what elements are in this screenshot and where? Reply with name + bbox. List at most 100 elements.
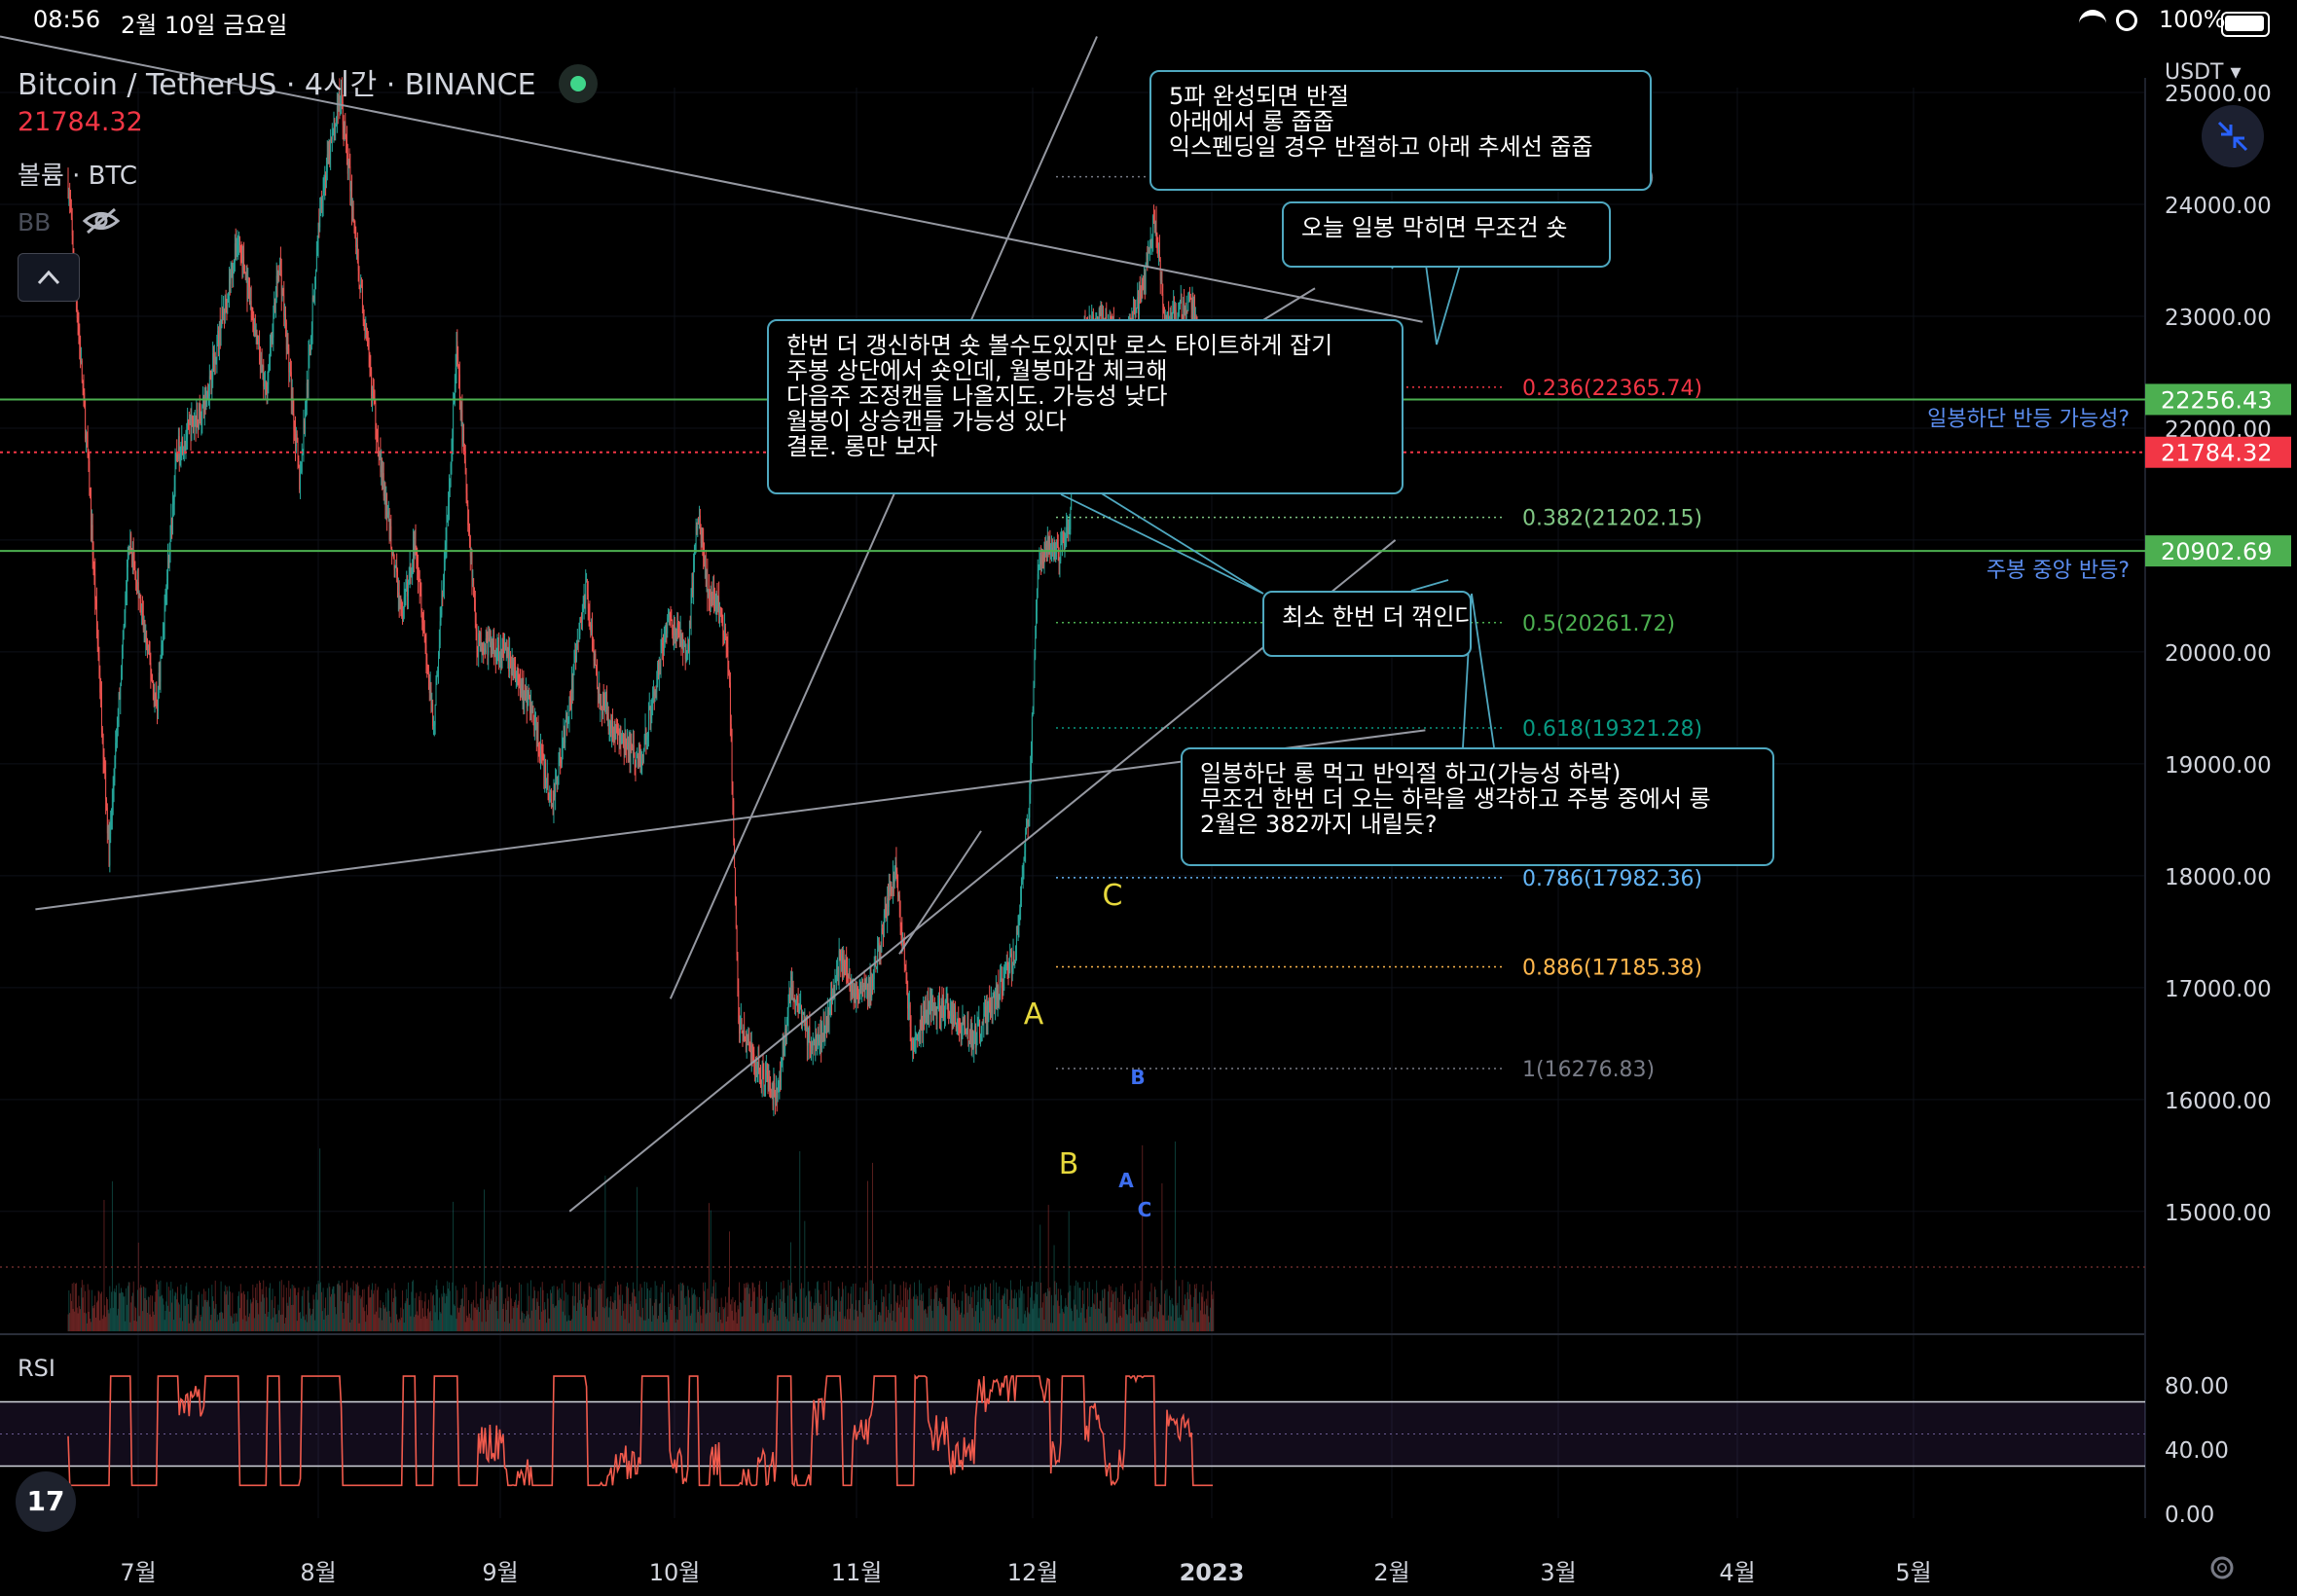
symbol-title[interactable]: Bitcoin / TetherUS · 4시간 · BINANCE — [18, 68, 536, 102]
collapse-legend-button[interactable] — [18, 253, 80, 302]
note-daily-short[interactable]: 오늘 일봉 막히면 무조건 숏 — [1282, 201, 1611, 268]
volume-bar — [224, 1291, 225, 1331]
note-one-more-drop[interactable]: 최소 한번 더 꺾인다 — [1262, 591, 1472, 657]
volume-bar — [778, 1291, 780, 1331]
note-daily-long[interactable]: 일봉하단 롱 먹고 반익절 하고(가능성 하락) 무조건 한번 더 오는 하락을… — [1181, 747, 1774, 866]
candle-body — [609, 720, 611, 729]
candle-body — [137, 582, 139, 598]
volume-bar — [254, 1288, 256, 1331]
volume-bar — [284, 1323, 285, 1331]
volume-bar — [1168, 1315, 1170, 1331]
candle-body — [685, 656, 687, 660]
volume-bar — [1052, 1305, 1054, 1331]
candle-body — [1061, 540, 1062, 544]
candle-body — [931, 998, 933, 1000]
volume-bar — [612, 1301, 613, 1331]
volume-bar — [173, 1295, 175, 1331]
volume-bar — [1164, 1290, 1166, 1331]
volume-bar — [237, 1295, 239, 1331]
candle-body — [625, 732, 627, 745]
candle-body — [1004, 967, 1006, 974]
candle-body — [944, 1000, 946, 1017]
volume-bar — [424, 1292, 426, 1331]
note-weekly-upper[interactable]: 한번 더 갱신하면 숏 볼수도있지만 로스 타이트하게 잡기 주봉 상단에서 숏… — [767, 319, 1404, 494]
volume-bar — [278, 1310, 280, 1331]
price-tag-bg-0 — [2145, 383, 2291, 416]
candle-body — [311, 297, 313, 329]
candle-body — [183, 449, 184, 454]
volume-bar — [1118, 1317, 1119, 1331]
candle-body — [661, 642, 663, 645]
volume-bar — [142, 1311, 143, 1331]
candlesticks — [67, 77, 1215, 1117]
candle-body — [992, 997, 994, 1013]
volume-bar — [610, 1296, 612, 1331]
fib-label-2: 0.382(21202.15) — [1522, 507, 1702, 531]
volume-bar — [137, 1289, 138, 1331]
candle-body — [971, 1031, 973, 1047]
settings-icon[interactable] — [2207, 1553, 2237, 1582]
time-axis[interactable]: 7월 8월 9월 10월 11월 12월 2023 2월 3월 4월 5월 — [120, 1559, 1931, 1586]
note-wave5[interactable]: 5파 완성되면 반절 아래에서 롱 줍줍 익스펜딩일 경우 반절하고 아래 추세… — [1149, 70, 1652, 191]
candle-body — [369, 351, 371, 368]
candle-body — [676, 622, 678, 635]
candle-body — [1010, 953, 1011, 957]
candle-body — [377, 439, 378, 441]
volume-bar — [180, 1284, 182, 1331]
candle-body — [188, 421, 189, 423]
fullscreen-collapse-button[interactable] — [2202, 105, 2264, 167]
rsi-label[interactable]: RSI — [18, 1355, 55, 1382]
volume-bar — [706, 1313, 708, 1331]
volume-bar — [379, 1307, 381, 1331]
volume-bar — [645, 1298, 647, 1331]
candle-body — [751, 1045, 753, 1053]
volume-bar — [629, 1304, 631, 1331]
volume-bar — [553, 1286, 555, 1331]
volume-bar — [664, 1312, 666, 1331]
volume-bar — [1130, 1323, 1132, 1331]
candle-body — [867, 984, 868, 999]
candle-body — [892, 889, 893, 892]
candle-body — [1040, 557, 1041, 565]
volume-bar — [1018, 1289, 1020, 1331]
volume-bar — [412, 1281, 414, 1331]
volume-bar — [107, 1309, 109, 1331]
candle-body — [494, 650, 496, 661]
volume-bar — [619, 1299, 621, 1331]
candle-body — [392, 553, 394, 560]
volume-bar — [248, 1317, 250, 1331]
eye-hidden-icon[interactable] — [82, 206, 121, 236]
candle-body — [930, 999, 931, 1014]
candle-body — [961, 1030, 963, 1035]
market-status-icon[interactable] — [559, 64, 598, 103]
volume-bar — [125, 1321, 127, 1331]
volume-bar — [740, 1303, 742, 1331]
candle-body — [264, 384, 265, 387]
candle-body — [1021, 882, 1022, 901]
volume-bar — [319, 1148, 321, 1331]
candle-body — [234, 243, 236, 263]
candle-body — [239, 236, 240, 245]
candle-body — [900, 926, 902, 931]
currency-selector[interactable]: USDT ▾ — [2165, 60, 2242, 85]
tradingview-logo-icon[interactable]: 17 — [16, 1471, 76, 1532]
volume-bar — [479, 1298, 481, 1331]
candle-body — [949, 1013, 951, 1016]
candle-body — [199, 404, 200, 428]
volume-bar — [414, 1297, 416, 1331]
candle-body — [372, 389, 373, 397]
bb-indicator-label[interactable]: BB — [18, 208, 52, 236]
candle-body — [146, 637, 148, 644]
volume-bar — [974, 1285, 975, 1331]
volume-bar — [480, 1291, 482, 1331]
volume-bar — [450, 1314, 452, 1331]
volume-bar — [116, 1285, 117, 1331]
price-axis[interactable]: 25000.0024000.0023000.0022000.0020000.00… — [2165, 82, 2272, 1226]
volume-indicator-label[interactable]: 볼륨 · BTC — [18, 162, 137, 191]
candle-body — [653, 691, 655, 697]
volume-bar — [1147, 1299, 1148, 1331]
candle-body — [122, 646, 123, 675]
volume-bar — [841, 1296, 843, 1331]
